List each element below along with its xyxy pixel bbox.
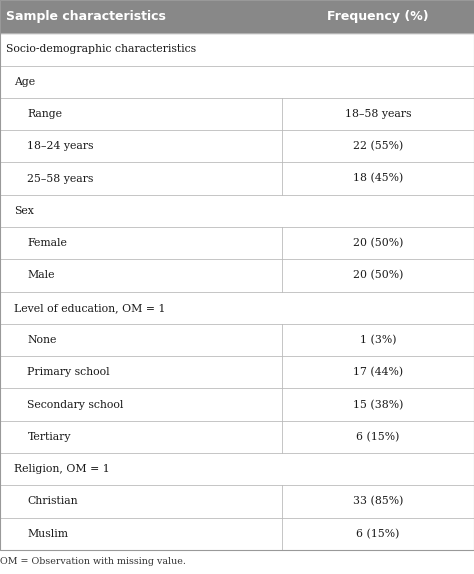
Bar bbox=[0, 130, 474, 162]
Text: 1 (3%): 1 (3%) bbox=[360, 335, 396, 345]
Text: 20 (50%): 20 (50%) bbox=[353, 238, 403, 249]
Text: Sample characteristics: Sample characteristics bbox=[6, 10, 165, 23]
Bar bbox=[0, 0, 474, 33]
Bar bbox=[0, 65, 474, 98]
Text: Tertiary: Tertiary bbox=[27, 432, 71, 442]
Text: 6 (15%): 6 (15%) bbox=[356, 529, 400, 539]
Text: None: None bbox=[27, 335, 57, 345]
Text: 18–24 years: 18–24 years bbox=[27, 141, 94, 152]
Text: OM = Observation with missing value.: OM = Observation with missing value. bbox=[0, 557, 186, 567]
Text: 25–58 years: 25–58 years bbox=[27, 173, 94, 184]
Bar bbox=[0, 227, 474, 259]
Bar bbox=[0, 518, 474, 550]
Text: Age: Age bbox=[14, 77, 36, 87]
Bar bbox=[0, 485, 474, 518]
Text: 20 (50%): 20 (50%) bbox=[353, 270, 403, 281]
Text: 18–58 years: 18–58 years bbox=[345, 109, 411, 119]
Text: 22 (55%): 22 (55%) bbox=[353, 141, 403, 152]
Bar bbox=[0, 33, 474, 65]
Text: Male: Male bbox=[27, 270, 55, 281]
Bar bbox=[0, 324, 474, 356]
Bar bbox=[0, 453, 474, 486]
Text: 6 (15%): 6 (15%) bbox=[356, 432, 400, 442]
Text: Religion, OM = 1: Religion, OM = 1 bbox=[14, 464, 110, 474]
Text: 15 (38%): 15 (38%) bbox=[353, 400, 403, 410]
Bar bbox=[0, 195, 474, 227]
Bar bbox=[0, 421, 474, 453]
Text: Frequency (%): Frequency (%) bbox=[327, 10, 429, 23]
Text: Secondary school: Secondary school bbox=[27, 400, 124, 410]
Bar bbox=[0, 292, 474, 324]
Text: Level of education, OM = 1: Level of education, OM = 1 bbox=[14, 302, 166, 313]
Bar bbox=[0, 389, 474, 421]
Text: Muslim: Muslim bbox=[27, 529, 68, 539]
Text: Christian: Christian bbox=[27, 497, 78, 506]
Text: Sex: Sex bbox=[14, 206, 34, 216]
Text: 17 (44%): 17 (44%) bbox=[353, 367, 403, 378]
Text: 18 (45%): 18 (45%) bbox=[353, 173, 403, 184]
Text: Socio-demographic characteristics: Socio-demographic characteristics bbox=[6, 44, 196, 55]
Bar bbox=[0, 98, 474, 130]
Text: 33 (85%): 33 (85%) bbox=[353, 497, 403, 507]
Bar bbox=[0, 356, 474, 389]
Text: Range: Range bbox=[27, 109, 63, 119]
Bar bbox=[0, 162, 474, 195]
Text: Primary school: Primary school bbox=[27, 367, 110, 377]
Bar bbox=[0, 259, 474, 292]
Text: Female: Female bbox=[27, 238, 67, 248]
